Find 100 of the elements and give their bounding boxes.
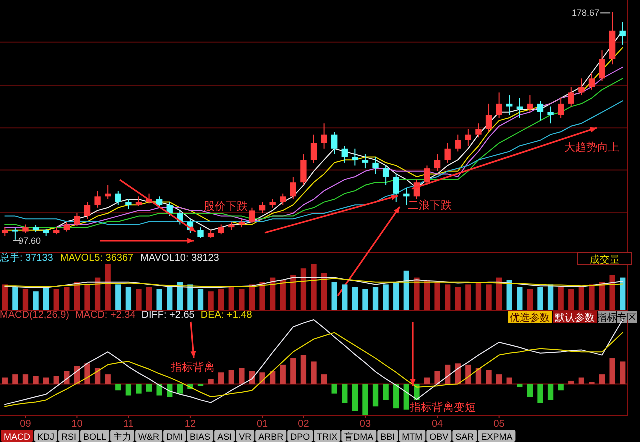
bar [383,384,389,400]
bar [610,358,616,384]
candlestick [342,146,348,164]
bar [126,384,132,396]
bar [156,289,162,310]
bar [372,287,379,310]
text: ASI [218,432,232,442]
bar [558,384,564,391]
candlestick [352,148,358,166]
bar [300,268,307,310]
bar [578,287,585,310]
bar [342,384,348,404]
bar [208,379,214,384]
candlestick [486,103,492,133]
text: RSI [62,432,77,442]
bar [321,374,328,384]
text: BIAS [190,432,211,442]
bar [136,289,142,310]
candlestick [455,134,462,152]
candlestick [126,198,132,210]
bar [424,280,430,310]
x-tick-label: 04 [432,419,444,430]
bar [527,289,534,310]
bar [548,284,554,310]
bar [610,276,616,310]
bar [12,287,18,310]
candlestick [249,207,256,224]
bar [290,276,296,310]
text: MACD [4,432,31,442]
candlestick [74,213,80,227]
bar [280,280,286,310]
candlestick [393,174,400,203]
text: OBV [430,432,449,442]
bar [404,384,410,410]
bar [116,384,122,391]
candlestick [496,92,502,118]
bar [208,292,214,310]
annotation: 指标背离 [170,361,215,374]
candlestick [12,228,19,240]
bar [12,374,18,384]
annotation: 二浪下跌 [408,199,452,212]
text: 主力 [114,432,132,442]
bar [228,287,234,310]
bar [239,368,245,384]
bar [486,370,492,384]
bar [43,287,50,310]
annotation: 总手: 37133 [0,252,54,264]
bar [167,384,173,398]
candlestick [300,154,307,186]
bar [126,287,132,310]
bar [517,287,523,310]
bar [218,289,224,310]
bar [506,378,512,384]
bar [332,282,338,310]
bar [249,284,256,310]
text: KDJ [38,432,55,442]
candlestick [537,100,544,122]
bar [280,364,286,384]
bar [177,384,183,394]
bar [620,362,626,384]
bar [466,364,472,384]
bar [105,374,111,384]
text: BOLL [84,432,107,442]
bar [2,284,8,310]
candlestick [548,106,554,124]
bar [496,278,502,310]
bar [218,372,224,384]
bar [538,384,544,404]
bar [260,282,266,310]
candlestick [362,154,369,170]
bar [394,282,400,310]
bar [321,273,328,310]
candlestick [444,142,451,164]
bar [33,376,39,384]
bar [332,384,338,394]
bar [167,287,173,310]
x-tick-label: 11 [123,419,134,430]
annotation: 默认参数 [554,312,595,324]
bar [548,384,554,400]
bar [599,374,606,384]
bar [527,384,534,398]
candlestick [424,165,430,186]
candlestick [599,50,606,82]
bar [455,287,461,310]
bar [311,362,317,384]
bar [146,287,152,310]
bar [599,282,606,310]
bar [404,270,410,310]
x-tick-label: 02 [298,419,310,430]
annotation: MAVOL10: 38123 [140,253,220,264]
candlestick [568,86,574,108]
candlestick [115,190,122,206]
text: MTM [402,432,423,442]
bar [476,368,482,384]
bar [383,284,389,310]
bar [270,278,276,310]
bar [414,278,420,310]
bar [94,278,101,310]
bar [43,378,50,384]
x-tick-label: 03 [360,419,372,430]
